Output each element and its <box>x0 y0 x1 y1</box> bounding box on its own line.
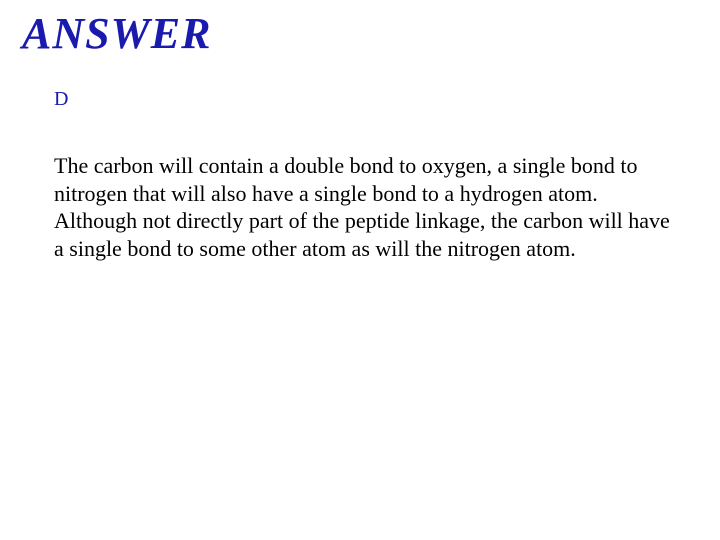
answer-letter: D <box>54 88 68 111</box>
explanation-text: The carbon will contain a double bond to… <box>54 152 674 262</box>
slide: ANSWER D The carbon will contain a doubl… <box>0 0 720 540</box>
slide-title: ANSWER <box>22 8 211 59</box>
